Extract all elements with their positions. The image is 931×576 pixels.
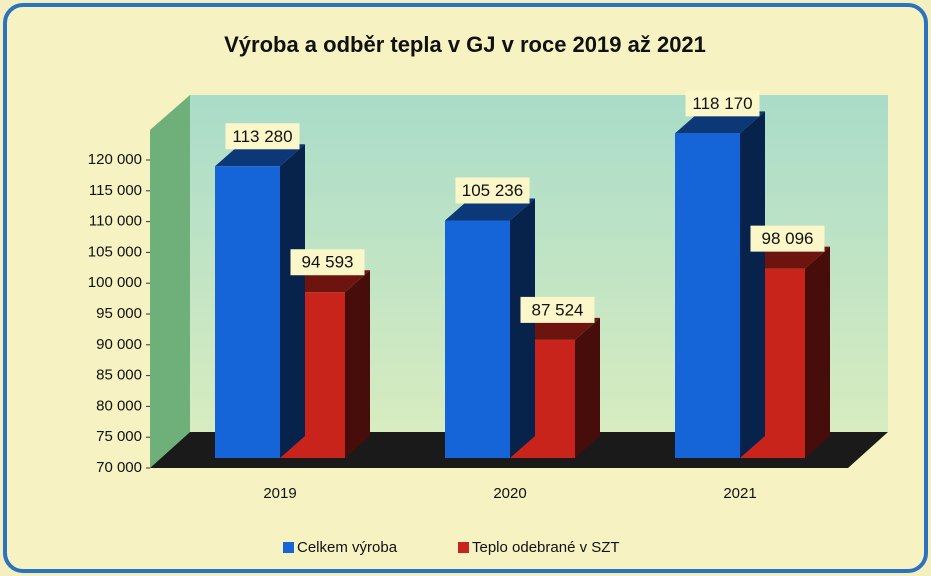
- y-tick-label: 110 000: [89, 213, 142, 230]
- legend-label: Celkem výroba: [297, 539, 398, 556]
- value-label: 113 280: [232, 127, 292, 146]
- value-label: 105 236: [462, 181, 523, 200]
- y-tick-label: 105 000: [88, 243, 142, 260]
- bar: [445, 198, 535, 459]
- legend-swatch: [458, 542, 469, 553]
- y-tick-label: 120 000: [88, 151, 142, 168]
- bar: [675, 111, 765, 458]
- x-tick-label: 2021: [723, 485, 756, 502]
- bar-side: [345, 270, 370, 458]
- value-label-box: [750, 225, 825, 252]
- value-label-box: [685, 90, 760, 117]
- value-label: 98 096: [762, 229, 814, 248]
- value-label-box: [455, 177, 530, 204]
- value-label-box: [225, 123, 300, 150]
- y-tick-label: 100 000: [88, 274, 142, 291]
- y-tick-label: 115 000: [89, 182, 142, 199]
- bar-side: [575, 317, 600, 458]
- value-label: 118 170: [692, 94, 752, 113]
- legend-swatch: [283, 542, 294, 553]
- y-tick-label: 75 000: [96, 428, 142, 445]
- y-tick-label: 70 000: [96, 459, 142, 476]
- bar-front: [445, 220, 510, 458]
- bar-front: [215, 166, 280, 459]
- bar-top: [215, 144, 305, 167]
- chart-title: Výroba a odběr tepla v GJ v roce 2019 až…: [224, 32, 706, 57]
- legend-label: Teplo odebrané v SZT: [472, 539, 620, 556]
- bar-top: [675, 111, 765, 134]
- value-label-box: [520, 296, 595, 323]
- bar-side: [510, 198, 535, 459]
- x-tick-label: 2020: [493, 485, 526, 502]
- value-label: 94 593: [302, 253, 354, 272]
- x-tick-label: 2019: [263, 485, 296, 502]
- bar-side: [280, 144, 305, 459]
- value-label: 87 524: [532, 300, 584, 319]
- bar-front: [675, 133, 740, 458]
- bar-side: [740, 111, 765, 458]
- y-tick-label: 95 000: [96, 305, 142, 322]
- bar-top: [445, 198, 535, 221]
- y-tick-label: 80 000: [96, 397, 142, 414]
- y-tick-label: 90 000: [96, 336, 142, 353]
- y-tick-label: 85 000: [96, 367, 142, 384]
- bar-side: [805, 246, 830, 458]
- side-wall: [150, 95, 190, 468]
- bar: [215, 144, 305, 459]
- value-label-box: [290, 249, 365, 276]
